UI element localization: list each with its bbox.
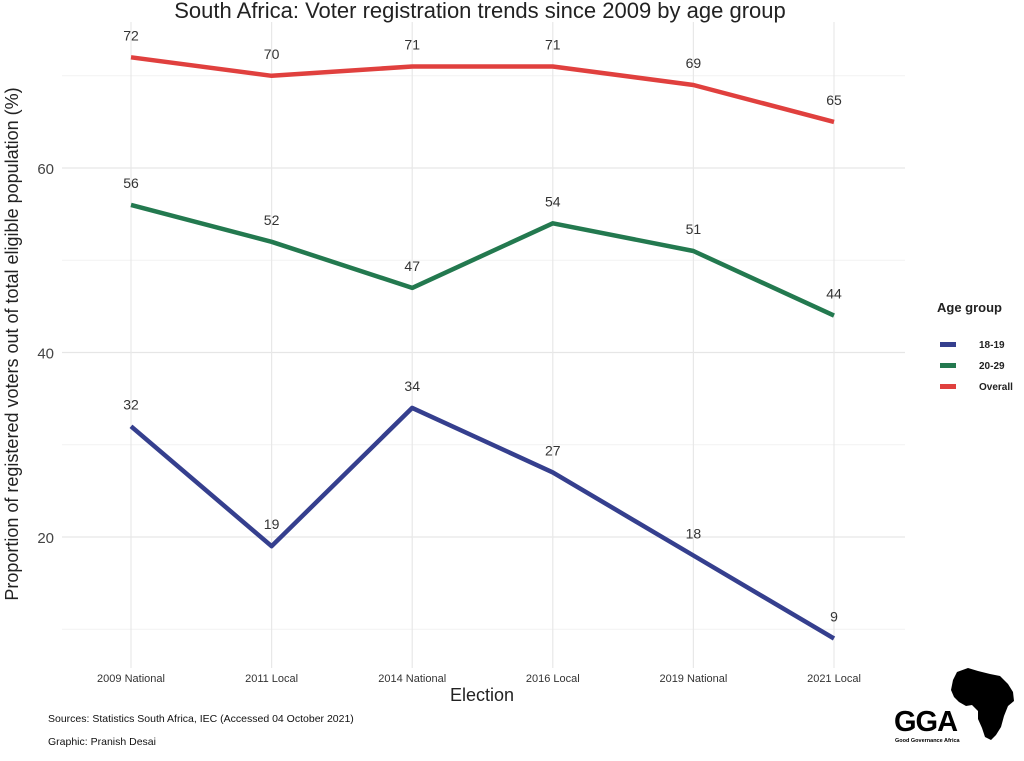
legend-label: 20-29 xyxy=(979,361,1005,372)
x-tick-label: 2014 National xyxy=(378,673,446,685)
data-label: 51 xyxy=(686,221,702,237)
series-line-overall xyxy=(130,55,835,125)
x-axis-ticks: 2009 National 2011 Local 2014 National 2016… xyxy=(97,673,861,685)
africa-map-icon xyxy=(951,668,1014,740)
data-label: 72 xyxy=(123,27,139,43)
x-axis-title: Election xyxy=(450,685,514,705)
series-line-20-29 xyxy=(130,202,835,318)
data-label: 34 xyxy=(404,378,420,394)
legend-key-overall xyxy=(940,384,956,389)
x-tick-label: 2009 National xyxy=(97,673,165,685)
data-label: 19 xyxy=(264,516,280,532)
legend-key-20-29 xyxy=(940,363,956,368)
y-axis-ticks: 20 40 60 xyxy=(37,161,54,547)
data-label: 18 xyxy=(686,525,702,541)
y-tick-label: 40 xyxy=(37,346,54,363)
data-label: 47 xyxy=(404,258,420,274)
data-label: 69 xyxy=(686,55,702,71)
data-labels: 32 19 34 27 18 9 56 52 47 54 51 44 72 70 71 71 69 65 xyxy=(123,27,842,624)
series-lines xyxy=(129,55,836,641)
data-label: 65 xyxy=(826,92,842,108)
data-label: 27 xyxy=(545,442,561,458)
y-tick-label: 20 xyxy=(37,530,54,547)
legend-key-18-19 xyxy=(940,342,956,347)
legend-label: Overall xyxy=(979,382,1013,393)
x-tick-label: 2019 National xyxy=(659,673,727,685)
chart-title: South Africa: Voter registration trends … xyxy=(174,0,786,23)
y-axis-title: Proportion of registered voters out of t… xyxy=(2,87,22,600)
grid xyxy=(62,22,905,668)
y-tick-label: 60 xyxy=(37,161,54,178)
data-label: 71 xyxy=(404,37,420,53)
legend-label: 18-19 xyxy=(979,340,1005,351)
data-label: 70 xyxy=(264,46,280,62)
logo-name: Good Governance Africa xyxy=(895,738,961,744)
x-tick-label: 2021 Local xyxy=(807,673,861,685)
data-label: 54 xyxy=(545,193,561,209)
series-line-18-19 xyxy=(129,405,836,641)
data-label: 32 xyxy=(123,396,139,412)
legend: Age group 18-19 20-29 Overall xyxy=(937,300,1013,393)
gga-logo: GGA Good Governance Africa xyxy=(894,668,1014,744)
data-label: 44 xyxy=(826,286,842,302)
sources-caption: Sources: Statistics South Africa, IEC (A… xyxy=(48,713,354,725)
legend-title: Age group xyxy=(937,300,1002,315)
x-tick-label: 2011 Local xyxy=(245,673,298,685)
graphic-credit: Graphic: Pranish Desai xyxy=(48,736,156,748)
data-label: 52 xyxy=(264,212,280,228)
data-label: 56 xyxy=(123,175,139,191)
data-label: 71 xyxy=(545,37,561,53)
logo-abbr: GGA xyxy=(894,706,958,738)
x-tick-label: 2016 Local xyxy=(526,673,580,685)
data-label: 9 xyxy=(830,608,838,624)
